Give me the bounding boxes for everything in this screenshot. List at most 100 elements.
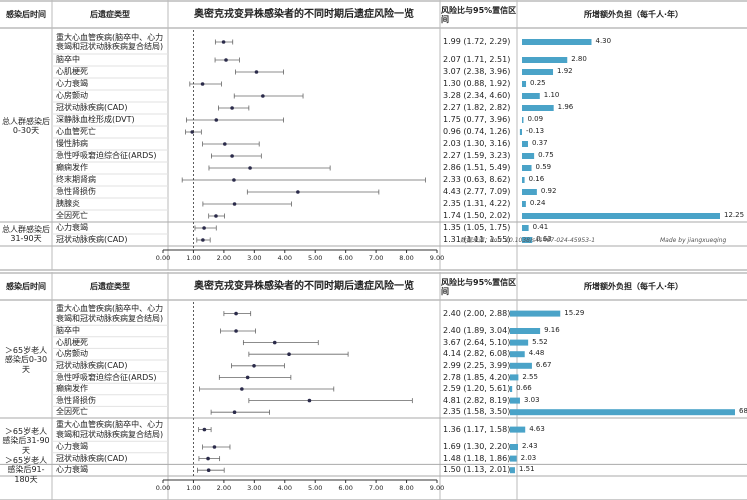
burden-bar	[519, 129, 522, 135]
header-burden: 所增额外负担（每千人·年）	[583, 10, 684, 20]
outcome-label: 全因死亡	[56, 407, 88, 417]
header-time: 感染后时间	[6, 282, 46, 292]
burden-label: 0.92	[540, 187, 557, 196]
burden-label: 0.09	[527, 115, 544, 124]
outcome-label: 急性肾损伤	[56, 395, 96, 405]
ratio-label: 2.35 (1.31, 4.22)	[443, 199, 511, 209]
burden-bar	[522, 213, 720, 219]
outcome-label: 重大心血管疾病(脑卒中、心力衰竭和冠状动脉疾病复合结局)	[56, 304, 164, 323]
ratio-label: 2.59 (1.20, 5.61)	[443, 384, 511, 394]
x-tick-label: 9.00	[429, 484, 445, 493]
ratio-label: 1.69 (1.30, 2.20)	[443, 442, 511, 452]
ratio-label: 1.35 (1.05, 1.75)	[443, 223, 511, 233]
ratio-point	[221, 40, 226, 44]
burden-bar	[522, 189, 537, 195]
x-tick-label: 3.00	[247, 254, 262, 263]
outcome-label: 心肌梗死	[56, 337, 88, 347]
x-tick-label: 2.00	[216, 254, 232, 263]
ratio-label: 2.33 (0.63, 8.62)	[443, 175, 511, 185]
burden-label: 1.96	[557, 103, 574, 112]
x-tick-label: 4.00	[277, 484, 292, 493]
outcome-label: 冠状动脉疾病(CAD)	[56, 103, 128, 113]
burden-label: 0.16	[528, 175, 545, 184]
burden-bar	[522, 105, 554, 111]
outcome-label: 深静脉血栓形成(DVT)	[56, 115, 135, 125]
burden-label: 0.59	[535, 163, 552, 172]
ratio-point	[234, 329, 238, 333]
burden-label: 2.55	[522, 372, 538, 381]
x-tick-label: 0.00	[155, 254, 171, 263]
ratio-point	[252, 364, 256, 368]
x-tick-label: 3.00	[247, 484, 262, 493]
burden-bar	[510, 339, 529, 346]
x-tick-label: 0.00	[155, 484, 171, 493]
burden-label: 6.67	[535, 361, 552, 370]
ratio-label: 2.03 (1.30, 3.16)	[443, 139, 511, 149]
ratio-label: 2.86 (1.51, 5.49)	[443, 163, 511, 173]
outcome-label: 脑卒中	[56, 55, 80, 65]
ratio-point	[232, 178, 236, 182]
ratio-point	[206, 468, 211, 473]
burden-label: 15.29	[564, 308, 585, 317]
ratio-label: 4.43 (2.77, 7.09)	[443, 187, 511, 197]
outcome-label: 心房颤动	[56, 349, 88, 359]
x-tick-label: 4.00	[277, 254, 292, 263]
ratio-point	[287, 352, 291, 357]
burden-bar	[510, 328, 541, 334]
burden-label: 5.52	[532, 337, 548, 346]
x-tick-label: 7.00	[368, 484, 384, 493]
ratio-point	[201, 238, 205, 242]
outcome-label: 心力衰竭	[56, 465, 88, 475]
ratio-point	[212, 445, 217, 449]
ratio-point	[214, 214, 218, 218]
burden-bar	[510, 351, 525, 358]
ratio-point	[307, 398, 312, 403]
group-label: ＞65岁老人感染后0-30天	[4, 345, 48, 374]
ratio-label: 3.67 (2.64, 5.10)	[443, 337, 511, 347]
ratio-point	[202, 427, 207, 432]
burden-label: 2.80	[571, 55, 587, 64]
ratio-point	[296, 190, 300, 194]
burden-bar	[510, 397, 520, 404]
burden-bar	[522, 69, 554, 75]
ratio-point	[230, 106, 234, 110]
ratio-point	[214, 118, 219, 122]
burden-label: 12.25	[724, 211, 745, 220]
ratio-label: 2.35 (1.58, 3.50)	[443, 407, 511, 417]
burden-bar	[522, 81, 527, 87]
x-tick-label: 2.00	[216, 484, 232, 493]
burden-label: 0.75	[538, 151, 554, 160]
ratio-point	[224, 58, 228, 62]
burden-bar	[522, 225, 529, 231]
header-type: 后遗症类型	[90, 282, 130, 292]
ratio-label: 2.27 (1.59, 3.23)	[443, 151, 511, 161]
group-label: ＞65岁老人感染后91-180天	[4, 455, 48, 484]
ratio-point	[232, 410, 237, 415]
burden-bar	[510, 409, 735, 416]
x-tick-label: 8.00	[399, 484, 414, 493]
ratio-point	[245, 375, 250, 380]
outcome-label: 冠状动脉疾病(CAD)	[56, 235, 128, 245]
x-tick-label: 5.00	[307, 254, 323, 263]
burden-bar	[522, 165, 532, 171]
chart-title: 奥密克戎变异株感染者的不同时期后遗症风险一览	[194, 281, 414, 293]
burden-label: 9.16	[544, 326, 560, 335]
x-tick-label: 8.00	[399, 254, 414, 263]
outcome-label: 癫痫发作	[56, 163, 88, 173]
outcome-label: 心房颤动	[56, 91, 88, 101]
ratio-point	[234, 311, 238, 316]
burden-bar	[522, 39, 592, 45]
ratio-point	[248, 166, 252, 170]
ratio-label: 2.99 (2.25, 3.99)	[443, 361, 511, 371]
header-time: 感染后时间	[6, 10, 46, 20]
outcome-label: 急性呼吸窘迫综合征(ARDS)	[56, 372, 157, 382]
burden-label: 4.48	[528, 349, 545, 358]
burden-bar	[510, 310, 561, 317]
outcome-label: 心力衰竭	[56, 223, 88, 233]
burden-label: 2.03	[520, 453, 537, 462]
burden-bar	[522, 141, 528, 147]
burden-label: 0.25	[530, 79, 546, 88]
burden-bar	[510, 467, 515, 474]
ratio-point	[261, 94, 265, 98]
